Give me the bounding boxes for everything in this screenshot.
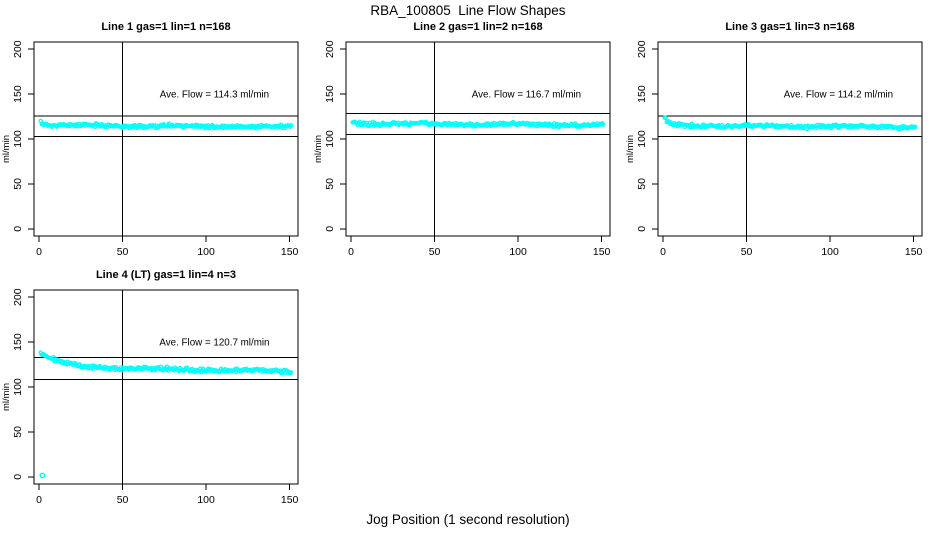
svg-text:Ave. Flow = 120.7 ml/min: Ave. Flow = 120.7 ml/min [159, 338, 269, 349]
svg-text:200: 200 [12, 40, 24, 58]
svg-text:0: 0 [12, 226, 24, 232]
flow-panel-line2: Line 2 gas=1 lin=2 n=168 0 50 100 150 0 50 100… [312, 20, 624, 268]
chart-canvas: 0 50 100 150 0 50 100 150 200 ml/min Ave. Flow = 1… [1, 288, 299, 506]
page-title: RBA_100805 Line Flow Shapes [370, 3, 566, 18]
panel-title: Line 3 gas=1 lin=3 n=168 [725, 21, 855, 33]
svg-text:ml/min: ml/min [1, 135, 12, 163]
flow-panel-line1: Line 1 gas=1 lin=1 n=168 0 50 100 150 0 50 100… [0, 20, 312, 268]
chart-canvas: 0 50 100 150 0 50 100 150 200 ml/min Ave. Flow = 1… [313, 40, 611, 258]
svg-text:Ave. Flow = 116.7 ml/min: Ave. Flow = 116.7 ml/min [472, 90, 581, 101]
svg-text:50: 50 [429, 246, 441, 258]
svg-text:100: 100 [197, 494, 215, 506]
svg-text:50: 50 [636, 178, 648, 190]
svg-text:0: 0 [636, 226, 648, 232]
svg-text:100: 100 [636, 130, 648, 148]
svg-text:ml/min: ml/min [313, 135, 324, 163]
chart-canvas: 0 50 100 150 0 50 100 150 200 ml/min Ave. Flow = 1… [1, 40, 299, 258]
svg-text:150: 150 [593, 246, 611, 258]
shared-x-axis-label: Jog Position (1 second resolution) [366, 512, 570, 527]
svg-text:Ave. Flow = 114.2 ml/min: Ave. Flow = 114.2 ml/min [784, 90, 893, 101]
svg-text:100: 100 [821, 246, 839, 258]
svg-text:50: 50 [117, 246, 129, 258]
flow-panel-line3: Line 3 gas=1 lin=3 n=168 0 50 100 150 0 50 100… [624, 20, 936, 268]
svg-text:150: 150 [281, 246, 299, 258]
svg-text:50: 50 [324, 178, 336, 190]
svg-text:100: 100 [324, 130, 336, 148]
svg-text:200: 200 [12, 288, 24, 306]
svg-text:100: 100 [509, 246, 527, 258]
svg-text:ml/min: ml/min [1, 383, 12, 411]
svg-text:150: 150 [281, 494, 299, 506]
svg-text:50: 50 [12, 426, 24, 438]
panel-title: Line 1 gas=1 lin=1 n=168 [101, 21, 231, 33]
chart-canvas: 0 50 100 150 0 50 100 150 200 ml/min Ave. Flow = 1… [625, 40, 923, 258]
svg-text:0: 0 [36, 494, 42, 506]
svg-text:100: 100 [197, 246, 215, 258]
svg-text:50: 50 [12, 178, 24, 190]
svg-text:150: 150 [905, 246, 923, 258]
panel-title: Line 2 gas=1 lin=2 n=168 [413, 21, 543, 33]
svg-text:50: 50 [741, 246, 753, 258]
flow-panel-line4: Line 4 (LT) gas=1 lin=4 n=3 0 50 100 150 0 50… [0, 268, 312, 516]
svg-text:150: 150 [324, 85, 336, 103]
svg-text:0: 0 [12, 474, 24, 480]
svg-text:0: 0 [324, 226, 336, 232]
svg-text:0: 0 [660, 246, 666, 258]
svg-text:200: 200 [324, 40, 336, 58]
svg-text:50: 50 [117, 494, 129, 506]
svg-text:0: 0 [348, 246, 354, 258]
svg-text:150: 150 [12, 85, 24, 103]
svg-text:150: 150 [636, 85, 648, 103]
svg-text:200: 200 [636, 40, 648, 58]
svg-text:100: 100 [12, 378, 24, 396]
svg-text:150: 150 [12, 333, 24, 351]
panel-title: Line 4 (LT) gas=1 lin=4 n=3 [95, 269, 237, 281]
svg-text:Ave. Flow = 114.3 ml/min: Ave. Flow = 114.3 ml/min [160, 90, 269, 101]
svg-text:0: 0 [36, 246, 42, 258]
svg-text:100: 100 [12, 130, 24, 148]
svg-text:ml/min: ml/min [625, 135, 636, 163]
